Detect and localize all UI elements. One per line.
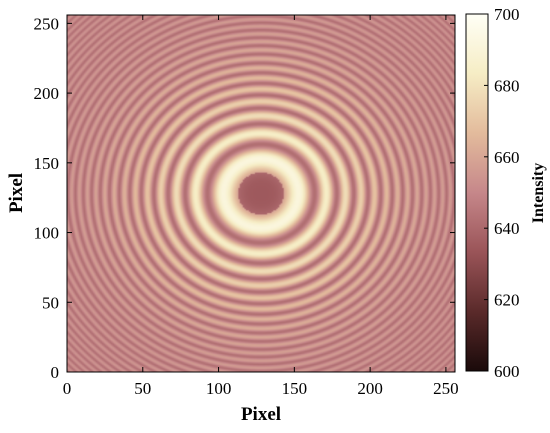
x-tick-label: 150 [282, 379, 308, 398]
heatmap-image [67, 15, 455, 372]
y-tick-label: 0 [51, 363, 60, 382]
x-tick-label: 100 [206, 379, 232, 398]
x-tick-label: 250 [433, 379, 459, 398]
x-axis-title: Pixel [241, 404, 281, 425]
colorbar-tick-label: 680 [494, 76, 520, 95]
x-tick-label: 200 [357, 379, 383, 398]
y-tick-label: 150 [34, 154, 60, 173]
y-tick-label: 100 [34, 224, 60, 243]
colorbar-gradient [465, 13, 489, 372]
x-tick-label: 50 [134, 379, 151, 398]
x-axis: 0 50 100 150 200 250 [63, 15, 459, 398]
colorbar-tick-label: 600 [494, 362, 520, 381]
colorbar [465, 13, 489, 372]
colorbar-tick-label: 660 [494, 148, 520, 167]
colorbar-tick-label: 640 [494, 219, 520, 238]
y-axis: 0 50 100 150 200 250 [34, 14, 455, 382]
plot-frame [66, 14, 456, 373]
x-tick-label: 0 [63, 379, 72, 398]
y-tick-label: 50 [42, 293, 59, 312]
y-tick-label: 250 [34, 14, 60, 33]
colorbar-title: Intensity [530, 163, 547, 223]
colorbar-ticks: 600 620 640 660 680 700 [484, 5, 520, 381]
colorbar-tick-label: 620 [494, 291, 520, 310]
heatmap-plot [66, 14, 456, 373]
colorbar-tick-label: 700 [494, 5, 520, 24]
y-tick-label: 200 [34, 84, 60, 103]
y-axis-title: Pixel [6, 173, 27, 213]
